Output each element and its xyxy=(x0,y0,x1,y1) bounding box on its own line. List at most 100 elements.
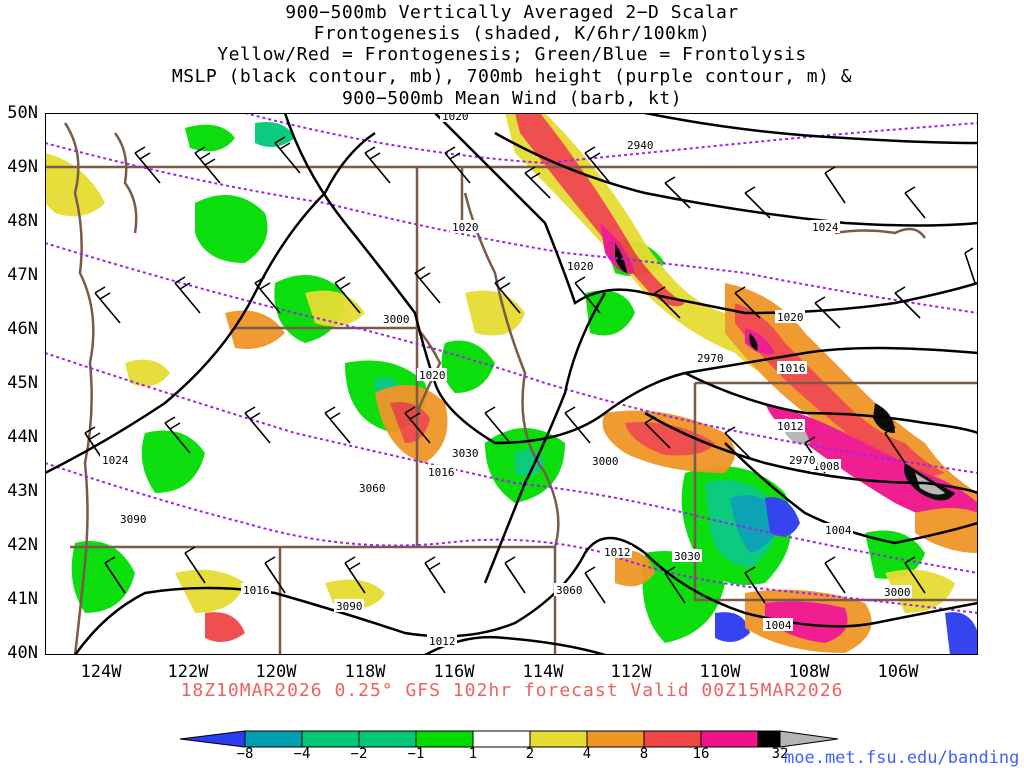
lon-label: 110W xyxy=(699,662,741,682)
lat-label: 43N xyxy=(7,481,38,501)
colorbar-swatch xyxy=(700,730,759,748)
colorbar-swatch xyxy=(586,730,645,748)
colorbar-swatch xyxy=(358,730,417,748)
map-panel: 1020 1020 1020 1020 1024 1024 1020 1016 … xyxy=(45,113,978,655)
mslp-label: 1020 xyxy=(417,368,447,382)
svg-text:3030: 3030 xyxy=(674,550,701,563)
lat-label: 44N xyxy=(7,427,38,447)
colorbar-swatch xyxy=(779,730,839,748)
lat-label: 42N xyxy=(7,535,38,555)
lon-label: 122W xyxy=(167,662,209,682)
svg-text:1020: 1020 xyxy=(777,311,804,324)
title-line-2: Frontogenesis (shaded, K/6hr/100km) xyxy=(313,23,711,44)
svg-text:3090: 3090 xyxy=(336,600,363,613)
colorbar-swatch xyxy=(244,730,303,748)
colorbar-label: 1 xyxy=(468,746,478,762)
height-label: 3090 xyxy=(118,512,148,526)
svg-text:1016: 1016 xyxy=(243,584,270,597)
mslp-label: 1012 xyxy=(602,545,632,559)
colorbar-swatch xyxy=(180,730,246,748)
svg-text:1016: 1016 xyxy=(428,466,455,479)
lat-label: 49N xyxy=(7,157,38,177)
svg-text:3000: 3000 xyxy=(884,586,911,599)
colorbar-label: 32 xyxy=(771,746,789,762)
height-label: 2970 xyxy=(695,351,725,365)
mslp-label: 1020 xyxy=(775,310,805,324)
lat-label: 46N xyxy=(7,319,38,339)
svg-text:1012: 1012 xyxy=(604,546,631,559)
mslp-label: 1016 xyxy=(426,465,456,479)
svg-text:3060: 3060 xyxy=(556,584,583,597)
lon-label: 120W xyxy=(255,662,297,682)
mslp-label: 1020 xyxy=(450,220,480,234)
colorbar-swatch xyxy=(472,730,531,748)
mslp-label: 1008 xyxy=(811,459,841,473)
svg-text:2970: 2970 xyxy=(789,454,816,467)
political-borders xyxy=(45,122,978,655)
height-label: 3030 xyxy=(672,549,702,563)
mslp-label-group: 1020 1020 1020 1020 1024 1024 1020 1016 … xyxy=(100,113,853,648)
mslp-label: 1020 xyxy=(565,259,595,273)
mslp-label: 1020 xyxy=(440,113,470,123)
mslp-label: 1004 xyxy=(823,523,853,537)
colorbar-label: 8 xyxy=(639,746,649,762)
colorbar-swatch xyxy=(643,730,702,748)
mslp-label: 1012 xyxy=(775,419,805,433)
frontolysis-shading xyxy=(71,122,978,655)
height-label: 3060 xyxy=(357,481,387,495)
lon-label: 124W xyxy=(80,662,122,682)
title-line-5: 900−500mb Mean Wind (barb, kt) xyxy=(341,88,683,109)
svg-text:1020: 1020 xyxy=(419,369,446,382)
lon-label: 118W xyxy=(344,662,386,682)
height-label-group: 2940 3000 2970 3030 3000 3060 3090 3090 … xyxy=(118,138,912,613)
height-label: 2940 xyxy=(625,138,655,152)
height-label: 3060 xyxy=(554,583,584,597)
title-line-3: Yellow/Red = Frontogenesis; Green/Blue =… xyxy=(217,44,807,65)
svg-text:2970: 2970 xyxy=(697,352,724,365)
colorbar-label: −1 xyxy=(407,746,425,762)
colorbar-swatch xyxy=(529,730,588,748)
height-label: 3090 xyxy=(334,599,364,613)
colorbar-swatch xyxy=(415,730,474,748)
svg-text:1020: 1020 xyxy=(452,221,479,234)
credit-link[interactable]: moe.met.fsu.edu/banding xyxy=(784,748,1020,768)
colorbar-label: −2 xyxy=(350,746,368,762)
lon-label: 106W xyxy=(877,662,919,682)
title-line-1: 900−500mb Vertically Averaged 2−D Scalar xyxy=(285,2,739,23)
colorbar-swatch xyxy=(301,730,360,748)
svg-text:1012: 1012 xyxy=(429,635,456,648)
svg-text:3060: 3060 xyxy=(359,482,386,495)
height-label: 2970 xyxy=(787,453,817,467)
mslp-label: 1024 xyxy=(810,220,840,234)
svg-text:1020: 1020 xyxy=(567,260,594,273)
height-label: 3000 xyxy=(882,585,912,599)
colorbar-label: −8 xyxy=(236,746,254,762)
mslp-label: 1012 xyxy=(427,634,457,648)
title-line-4: MSLP (black contour, mb), 700mb height (… xyxy=(171,66,853,87)
svg-text:1004: 1004 xyxy=(765,619,792,632)
lat-label: 47N xyxy=(7,265,38,285)
lon-label: 116W xyxy=(433,662,475,682)
wind-barbs xyxy=(84,136,976,604)
height-label: 3030 xyxy=(450,446,480,460)
frontogenesis-shading xyxy=(45,113,978,653)
colorbar-label: 16 xyxy=(692,746,710,762)
svg-text:1024: 1024 xyxy=(102,454,129,467)
height-label: 3000 xyxy=(590,454,620,468)
mslp-label: 1016 xyxy=(241,583,271,597)
forecast-subtitle: 18Z10MAR2026 0.25° GFS 102hr forecast Va… xyxy=(180,680,844,701)
colorbar xyxy=(180,730,839,748)
colorbar-label: 4 xyxy=(582,746,592,762)
colorbar-swatch xyxy=(757,730,781,748)
lon-label: 108W xyxy=(788,662,830,682)
lat-label: 40N xyxy=(7,643,38,663)
lat-label: 41N xyxy=(7,589,38,609)
lon-label: 114W xyxy=(522,662,564,682)
colorbar-label: 2 xyxy=(525,746,535,762)
lat-label: 48N xyxy=(7,211,38,231)
svg-text:1008: 1008 xyxy=(813,460,840,473)
svg-text:1020: 1020 xyxy=(442,113,469,123)
svg-text:3000: 3000 xyxy=(592,455,619,468)
height-label: 3000 xyxy=(381,312,411,326)
svg-text:1004: 1004 xyxy=(825,524,852,537)
